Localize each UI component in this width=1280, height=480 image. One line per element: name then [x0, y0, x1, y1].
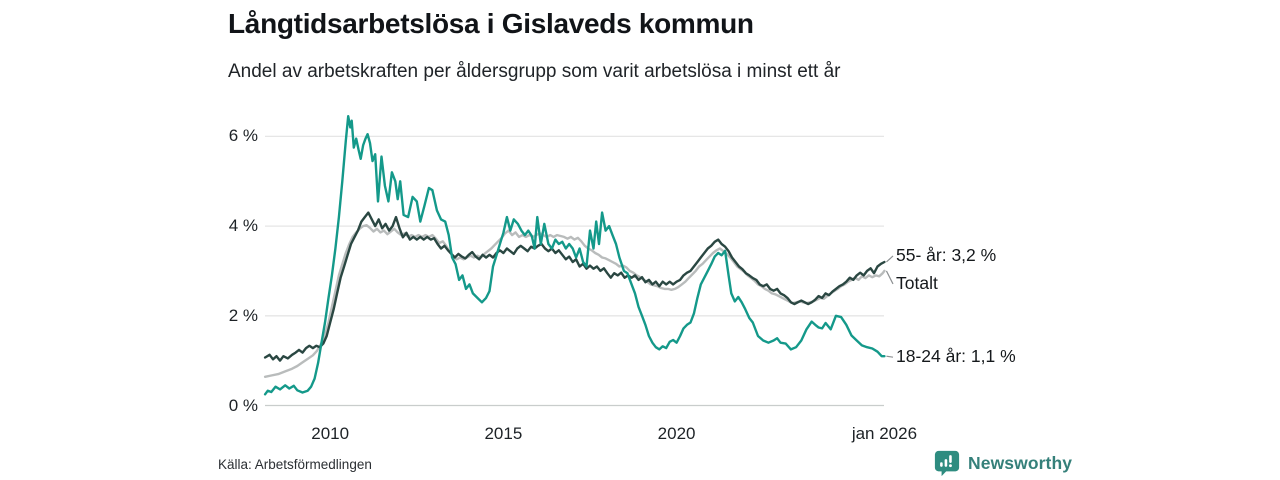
series-end-label: Totalt [896, 272, 938, 293]
y-tick-label: 4 % [228, 216, 258, 236]
series-line-totalt [263, 223, 886, 378]
x-tick-label: jan 2026 [851, 424, 918, 443]
label-connector [885, 270, 894, 285]
chart-subtitle: Andel av arbetskraften per åldersgrupp s… [228, 61, 841, 82]
y-tick-label: 2 % [228, 305, 258, 325]
page-title: Långtidsarbetslösa i Gislaveds kommun [228, 8, 754, 39]
y-tick-label: 6 % [228, 126, 258, 146]
x-tick-label: 2015 [484, 424, 523, 443]
series-line-55-år [263, 211, 886, 362]
newsworthy-wordmark: Newsworthy [968, 453, 1073, 473]
x-tick-label: 2010 [311, 424, 350, 443]
label-connector [886, 255, 894, 263]
y-tick-label: 0 % [228, 395, 258, 415]
newsworthy-logo: Newsworthy [934, 450, 1072, 477]
x-tick-label: 2020 [657, 424, 696, 443]
source-note: Källa: Arbetsförmedlingen [218, 457, 372, 472]
series-line-18-24-år [263, 114, 886, 396]
label-connector [886, 355, 894, 358]
bar-chart-speech-bubble-icon [934, 450, 960, 477]
series-end-label: 55- år: 3,2 % [896, 244, 997, 265]
series-end-label: 18-24 år: 1,1 % [896, 346, 1016, 367]
